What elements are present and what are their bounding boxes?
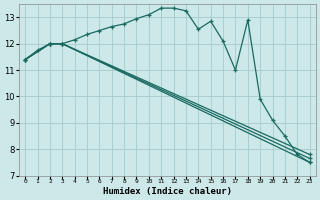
X-axis label: Humidex (Indice chaleur): Humidex (Indice chaleur) — [103, 187, 232, 196]
